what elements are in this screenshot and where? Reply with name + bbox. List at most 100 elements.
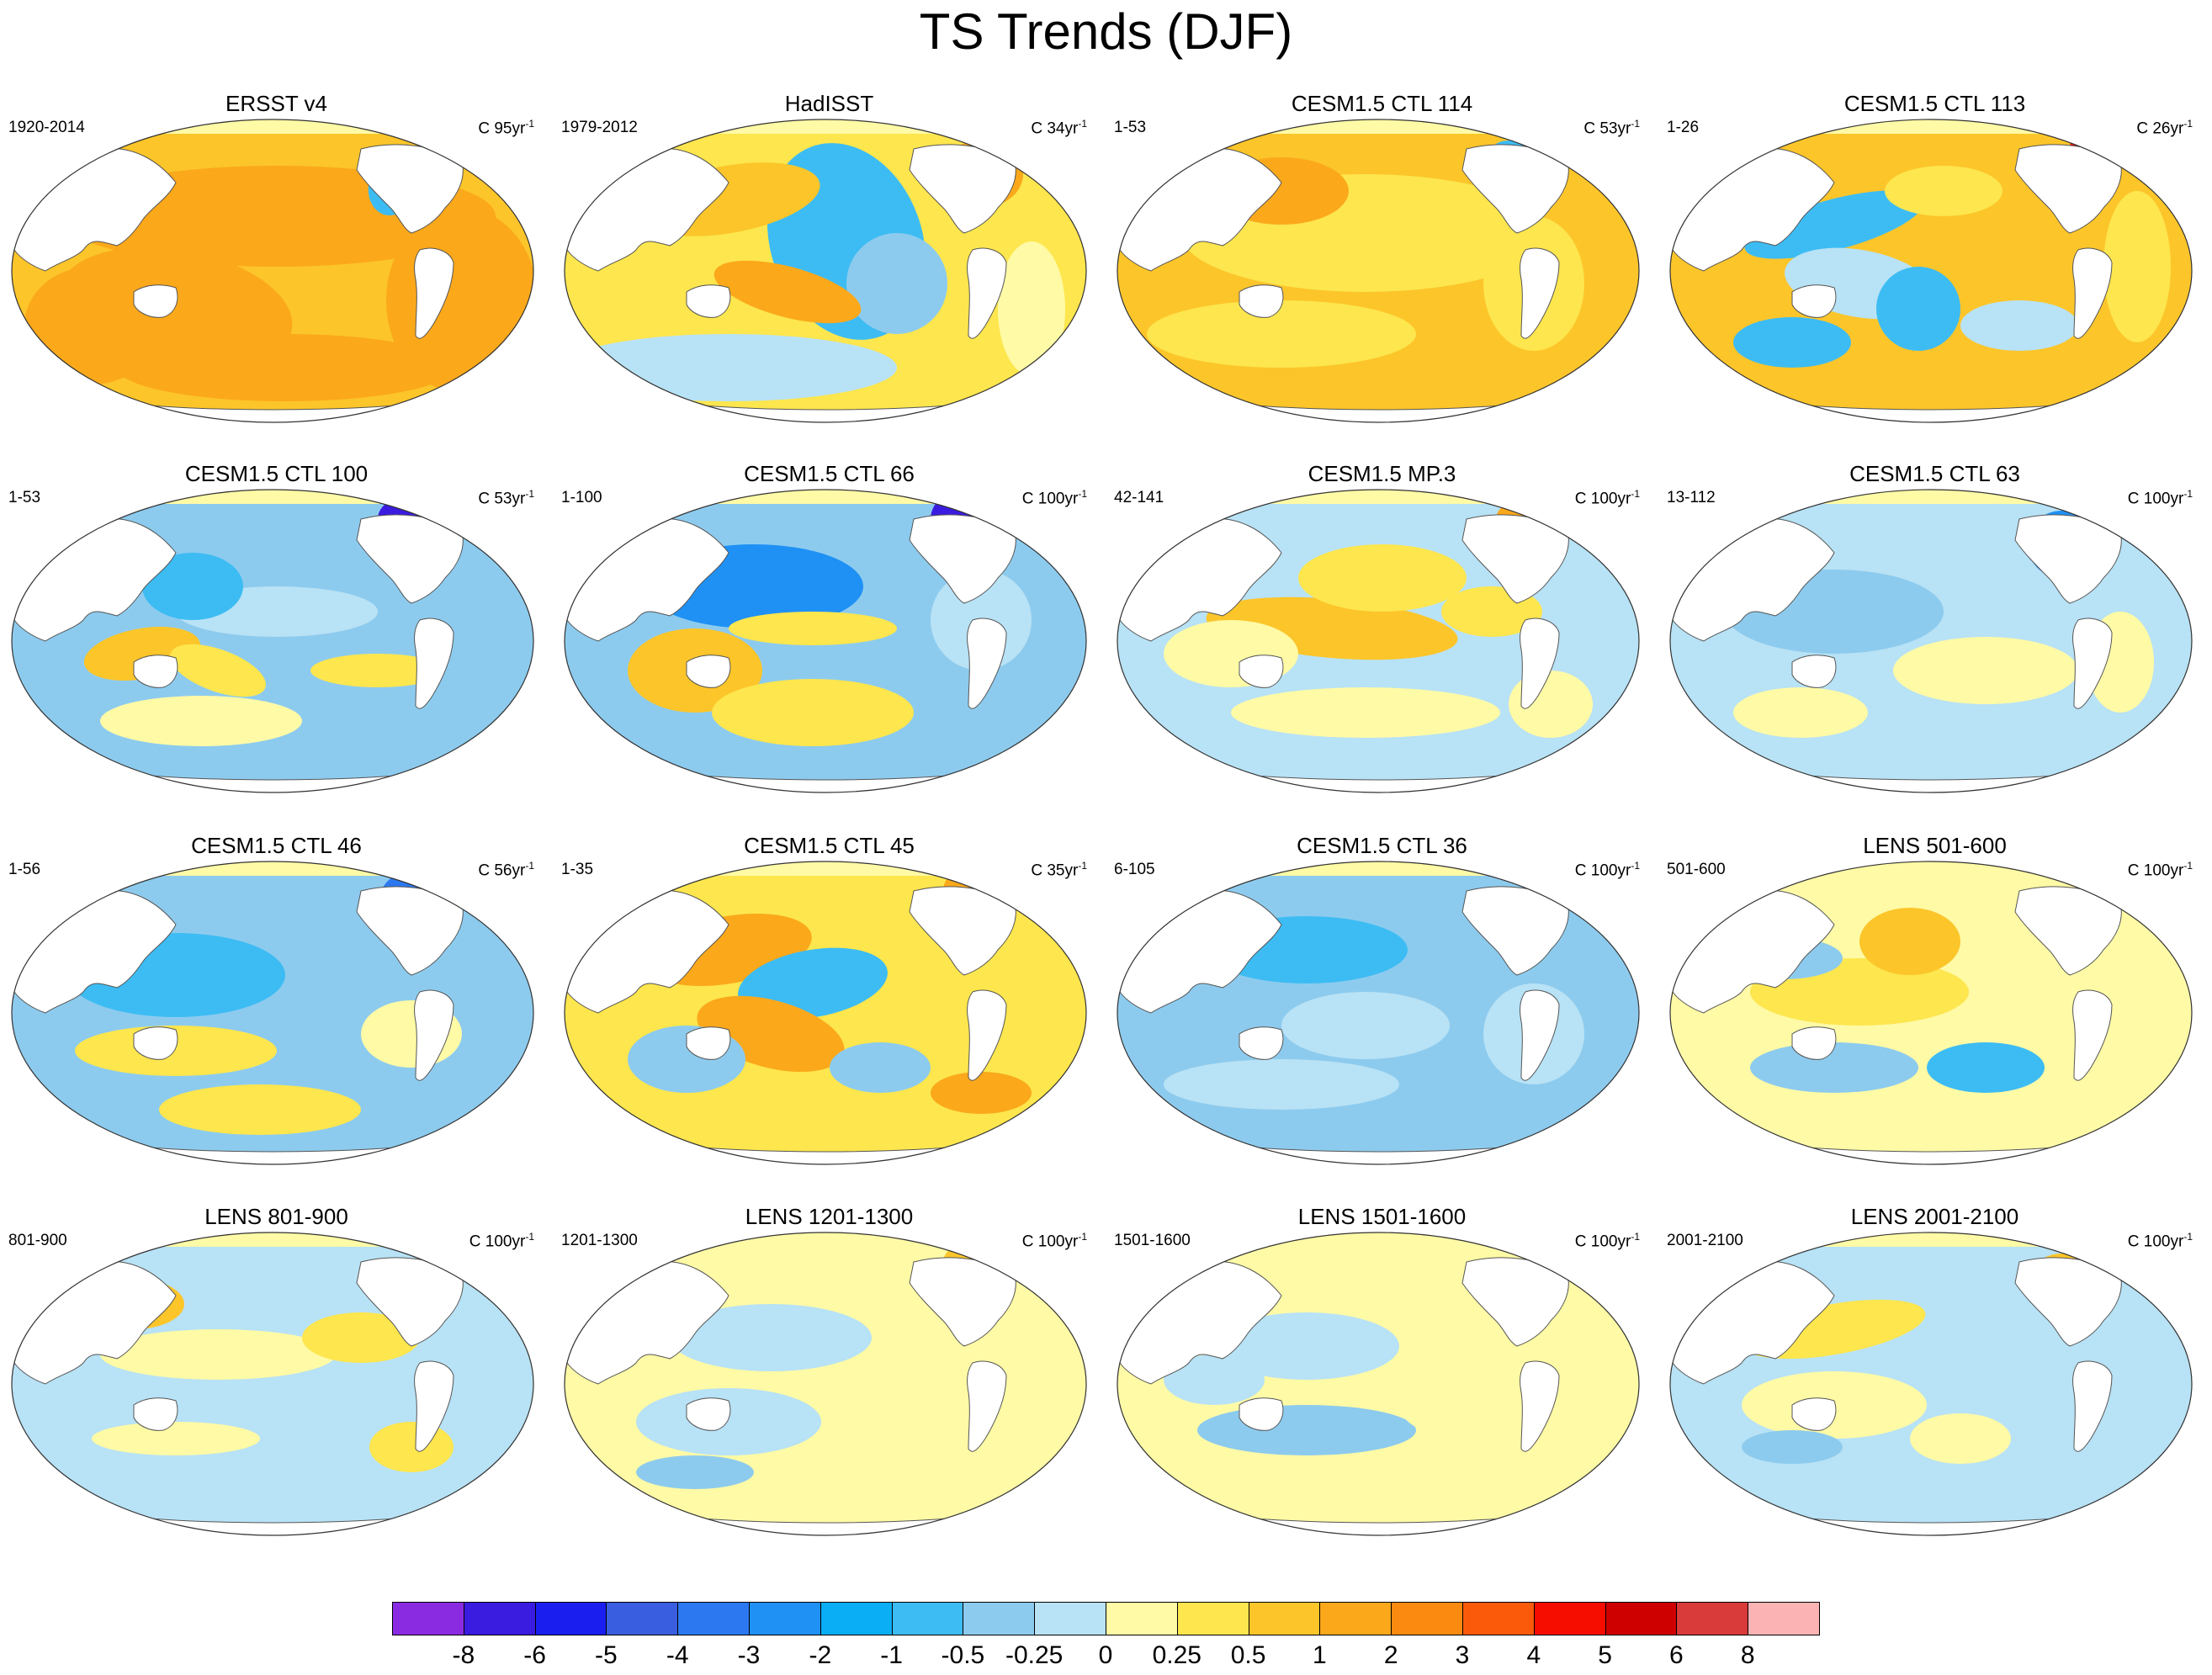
land-mass: [967, 989, 1007, 1081]
colorbar-tick-label: 0: [1098, 1641, 1113, 1669]
arctic-band: [1117, 1232, 1639, 1247]
map-panel: CESM1.5 CTL 63 13-112 C 100yr-1: [1658, 370, 2211, 793]
panel-units: C 53yr-1: [478, 485, 534, 508]
land-mass: [686, 1397, 731, 1431]
panel-title: LENS 1201-1300: [745, 1204, 914, 1229]
colorbar-swatch: [606, 1602, 679, 1635]
trend-anomaly: [1885, 166, 2002, 216]
panel-units-exponent: -1: [1078, 860, 1087, 872]
trend-anomaly: [100, 1329, 336, 1380]
map-panel: CESM1.5 CTL 100 1-53 C 53yr-1: [0, 370, 553, 793]
map-panel: CESM1.5 CTL 45 1-35 C 35yr-1: [553, 742, 1106, 1165]
colorbar-tick-label: -8: [452, 1641, 475, 1669]
trend-anomaly: [1733, 687, 1868, 738]
land-mass: [414, 989, 454, 1081]
map-panel: LENS 2001-2100 2001-2100 C 100yr-1: [1658, 1113, 2211, 1536]
colorbar-swatch: [677, 1602, 750, 1635]
land-mass: [133, 284, 178, 318]
arctic-band: [1117, 119, 1639, 134]
globe-outline: [1117, 861, 1640, 1165]
colorbar-tick-label: 2: [1383, 1641, 1398, 1669]
panel-units: C 100yr-1: [2128, 1227, 2193, 1251]
colorbar-tick-label: -2: [809, 1641, 832, 1669]
land-mass: [414, 247, 454, 339]
colorbar-swatch: [392, 1602, 464, 1635]
panel-units: C 53yr-1: [1583, 114, 1640, 138]
panel-units-exponent: -1: [2183, 488, 2193, 500]
land-mass: [1239, 1397, 1284, 1431]
land-mass: [414, 618, 454, 709]
globe-outline: [1669, 119, 2193, 423]
trend-anomaly: [1733, 317, 1851, 368]
globe-map: [1669, 489, 2193, 793]
colorbar-tick-label: -0.25: [1005, 1641, 1064, 1669]
trend-anomaly: [142, 553, 243, 620]
land-mass: [1791, 1397, 1837, 1431]
arctic-band: [565, 119, 1086, 134]
globe-map: [1669, 119, 2193, 423]
globe-outline: [1669, 861, 2193, 1165]
panel-title: CESM1.5 CTL 66: [744, 461, 915, 486]
colorbar-swatch: [1176, 1602, 1249, 1635]
trend-anomaly: [1164, 1354, 1265, 1405]
globe-outline: [564, 489, 1087, 793]
land-mass: [1520, 618, 1560, 709]
trend-anomaly: [75, 1026, 277, 1076]
trend-anomaly: [117, 334, 454, 401]
panel-units-exponent: -1: [1078, 1231, 1087, 1243]
panel-units: C 95yr-1: [478, 114, 534, 138]
panel-units-exponent: -1: [525, 488, 534, 500]
panel-title: ERSST v4: [225, 91, 327, 116]
panel-units-base: C 100yr: [2127, 1232, 2184, 1251]
panel-title: CESM1.5 CTL 46: [191, 833, 362, 858]
trend-anomaly: [1742, 1430, 1843, 1464]
panel-units: C 56yr-1: [478, 856, 534, 880]
colorbar-labels: -8 -6 -5 -4 -3 -2 -1 -0.5 -0.25 0 0.25 0.5 1 2 3 4 5 6 8: [392, 1641, 1819, 1674]
colorbar-swatch: [1676, 1602, 1749, 1635]
trend-anomaly: [92, 1422, 260, 1455]
colorbar-swatch: [463, 1602, 536, 1635]
colorbar-tick-label: -1: [880, 1641, 903, 1669]
panel-units: C 100yr-1: [469, 1227, 534, 1251]
colorbar-swatch: [1462, 1602, 1535, 1635]
panel-units: C 35yr-1: [1031, 856, 1087, 880]
map-panel: CESM1.5 CTL 114 1-53 C 53yr-1: [1106, 0, 1658, 423]
panel-units-base: C 53yr: [478, 490, 526, 508]
panel-title: CESM1.5 CTL 63: [1849, 461, 2020, 486]
land-mass: [1520, 247, 1560, 339]
panel-units-exponent: -1: [1631, 860, 1640, 872]
trend-anomaly: [998, 241, 1065, 376]
land-mass: [133, 1026, 178, 1060]
globe-map: [11, 861, 534, 1165]
trend-anomaly: [369, 1422, 454, 1472]
panel-title: CESM1.5 CTL 113: [1843, 91, 2026, 116]
colorbar-tick-label: -5: [595, 1641, 618, 1669]
trend-anomaly: [712, 679, 914, 746]
panel-year-range: 2001-2100: [1667, 1232, 1743, 1249]
arctic-band: [1670, 119, 2192, 134]
land-mass: [133, 1397, 178, 1431]
globe-outline: [11, 119, 534, 423]
globe-outline: [1117, 489, 1640, 793]
land-mass: [1239, 655, 1284, 688]
panel-title: CESM1.5 MP.3: [1308, 461, 1456, 486]
panel-units-base: C 56yr: [478, 861, 526, 880]
trend-anomaly: [1231, 687, 1500, 738]
land-mass: [1239, 284, 1284, 318]
globe-map: [1117, 1232, 1640, 1536]
land-mass: [2072, 989, 2113, 1081]
panel-title: CESM1.5 CTL 36: [1297, 833, 1467, 858]
land-mass: [2072, 1360, 2113, 1452]
panel-year-range: 1-53: [1114, 119, 1147, 136]
land-mass: [686, 1026, 731, 1060]
trend-anomaly: [1893, 637, 2078, 704]
colorbar-tick-label: 1: [1313, 1641, 1327, 1669]
land-mass: [686, 655, 731, 688]
panel-units-base: C 100yr: [1574, 490, 1631, 508]
panel-year-range: 1-53: [8, 489, 41, 506]
panel-units-base: C 100yr: [469, 1232, 526, 1251]
colorbar-tick-label: 0.5: [1230, 1641, 1266, 1669]
land-mass: [1791, 655, 1837, 688]
globe-outline: [564, 861, 1087, 1165]
panel-title: CESM1.5 CTL 100: [184, 461, 369, 486]
